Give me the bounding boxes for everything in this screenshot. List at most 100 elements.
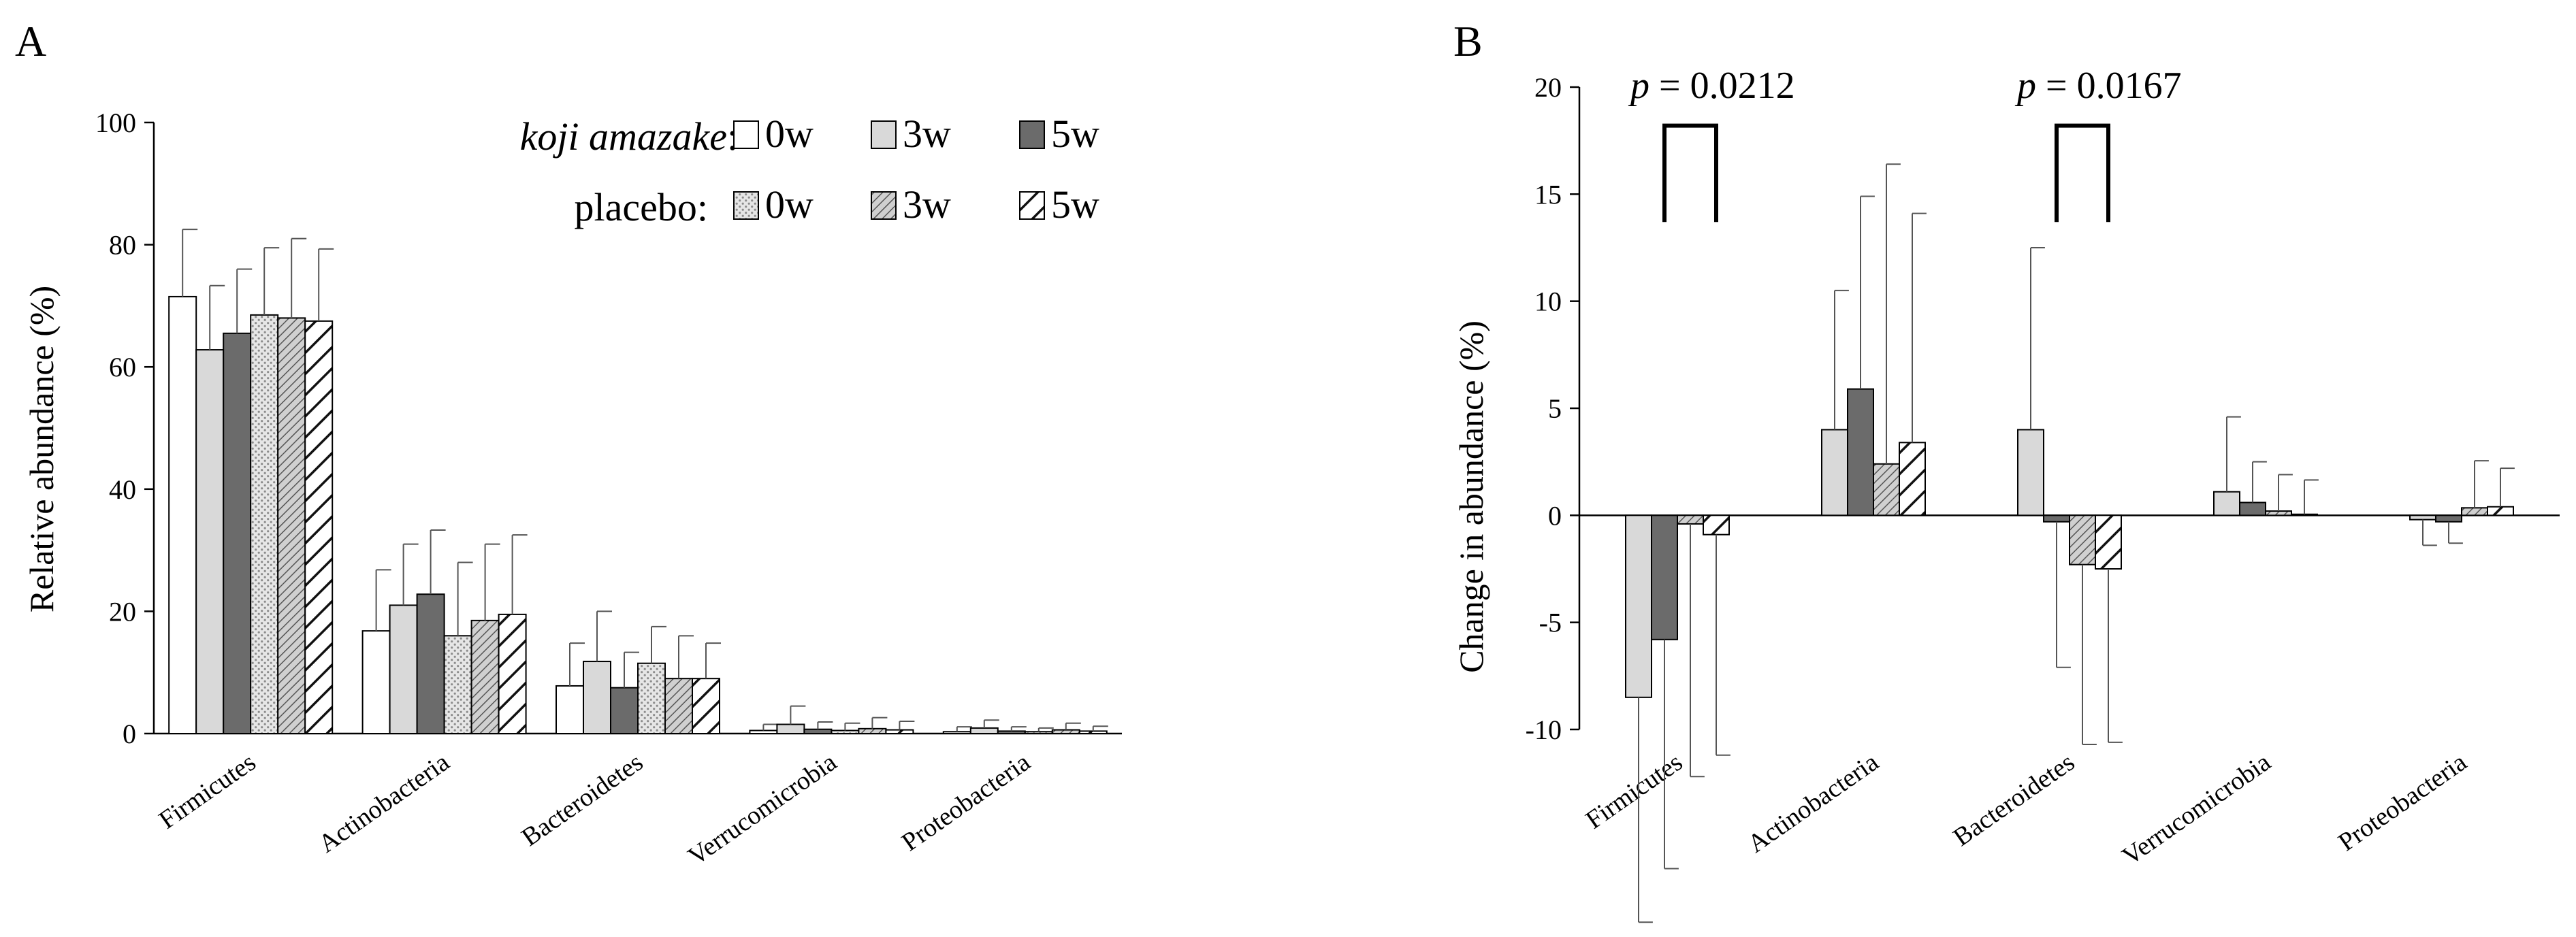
significance-bracket-bacteroidetes <box>2055 123 2110 223</box>
panel-b-bar-placebo-3w-proteobacteria <box>2461 507 2488 516</box>
panel-b-bar-koji-amazake-3w-verrucomicrobia <box>2213 491 2240 516</box>
legend-swatch-koji-amazake-0w <box>733 120 759 149</box>
panel-a-bar-koji-amazake-3w-actinobacteria <box>389 604 418 734</box>
legend-swatch-koji-amazake-3w <box>871 120 897 149</box>
panel-a-bar-koji-amazake-3w-firmicutes <box>195 349 225 734</box>
panel-a-bar-placebo-5w-proteobacteria <box>1078 730 1108 734</box>
legend-swatch-placebo-3w <box>871 191 897 220</box>
legend-swatch-koji-amazake-5w <box>1019 120 1045 149</box>
panel-a-bar-placebo-0w-firmicutes <box>250 314 279 734</box>
panel-a-bar-placebo-3w-proteobacteria <box>1051 729 1080 735</box>
panel-b-y-tick-label: 20 <box>1534 72 1562 103</box>
panel-b-bar-placebo-3w-bacteroidetes <box>2069 514 2096 565</box>
panel-a-y-tick-label: 40 <box>109 474 136 505</box>
panel-b-bar-koji-amazake-3w-firmicutes <box>1625 514 1652 698</box>
panel-b-bar-placebo-5w-bacteroidetes <box>2095 514 2122 570</box>
panel-b-y-tick-label: 10 <box>1534 286 1562 317</box>
panel-b-y-tick-label: 5 <box>1548 393 1562 424</box>
panel-a-bar-koji-amazake-0w-verrucomicrobia <box>749 729 778 735</box>
panel-b-letter: B <box>1453 17 1483 65</box>
pvalue-firmicutes-p: p <box>1628 65 1649 107</box>
panel-b-bar-placebo-5w-verrucomicrobia <box>2291 513 2318 516</box>
legend-swatch-placebo-0w <box>733 191 759 220</box>
panel-a-bar-koji-amazake-5w-actinobacteria <box>416 593 445 734</box>
panel-b-bars <box>1625 163 2515 923</box>
panel-b-y-axis-label: Change in abundance (%) <box>1452 320 1490 673</box>
panel-a-y-tick-label: 100 <box>95 108 136 138</box>
panel-b-bar-koji-amazake-5w-proteobacteria <box>2435 514 2462 523</box>
panel-b-bar-placebo-5w-firmicutes <box>1703 514 1730 536</box>
panel-b-category-label-actinobacteria: Actinobacteria <box>1743 748 1884 859</box>
panel-b-bar-koji-amazake-5w-bacteroidetes <box>2043 514 2070 523</box>
panel-a-bar-placebo-3w-verrucomicrobia <box>858 727 887 735</box>
panel-b-category-label-firmicutes: Firmicutes <box>1581 748 1688 835</box>
panel-a-bar-placebo-3w-bacteroidetes <box>664 678 693 734</box>
panel-a-bar-koji-amazake-5w-verrucomicrobia <box>803 728 833 734</box>
pvalue-firmicutes: p = 0.0212 <box>1628 65 1795 107</box>
panel-b-bar-koji-amazake-5w-firmicutes <box>1651 514 1678 640</box>
panel-a-category-label-verrucomicrobia: Verrucomicrobia <box>683 748 841 871</box>
pvalue-bacteroidetes-p: p <box>2014 65 2036 107</box>
legend-label-koji-amazake-0w: 0w <box>765 112 814 156</box>
panel-a-bar-placebo-5w-firmicutes <box>304 320 334 735</box>
panel-a-letter: A <box>15 17 46 65</box>
panel-a-bar-koji-amazake-0w-bacteroidetes <box>556 685 584 734</box>
panel-a-bar-placebo-5w-actinobacteria <box>498 613 527 735</box>
panel-a-bar-koji-amazake-3w-proteobacteria <box>969 727 999 734</box>
panel-b-y-tick-label: -10 <box>1526 714 1562 745</box>
panel-a-bar-koji-amazake-0w-firmicutes <box>168 295 197 734</box>
panel-a-y-axis-label: Relative abundance (%) <box>22 286 61 612</box>
pvalue-bacteroidetes: p = 0.0167 <box>2014 65 2182 107</box>
panel-b-bar-placebo-5w-proteobacteria <box>2487 506 2514 516</box>
legend-swatch-placebo-5w <box>1019 191 1045 220</box>
panel-a-category-label-firmicutes: Firmicutes <box>154 748 261 835</box>
panel-b-category-label-proteobacteria: Proteobacteria <box>2333 748 2472 857</box>
panel-a-bar-koji-amazake-5w-bacteroidetes <box>610 687 639 735</box>
significance-bracket-firmicutes <box>1662 123 1718 223</box>
panel-a-bar-placebo-5w-verrucomicrobia <box>885 729 914 735</box>
legend-label-placebo-0w: 0w <box>765 182 814 227</box>
panel-a-bar-koji-amazake-0w-proteobacteria <box>942 731 971 735</box>
panel-b: Change in abundance (%) -10 -5 0 5 10 15 20 Fir… <box>1452 65 2560 923</box>
legend-koji-amazake-label: koji amazake <box>520 114 727 159</box>
panel-b-y-tick-label: -5 <box>1539 608 1562 638</box>
panel-a-y-tick-label: 20 <box>109 596 136 627</box>
panel-b-category-label-verrucomicrobia: Verrucomicrobia <box>2117 748 2276 871</box>
panel-b-category-label-bacteroidetes: Bacteroidetes <box>1948 748 2080 852</box>
panel-a-y-tick-label: 0 <box>123 719 136 749</box>
panel-a-y-tick-label: 60 <box>109 352 136 382</box>
panel-a-bar-placebo-5w-bacteroidetes <box>692 678 720 734</box>
panel-a-category-label-bacteroidetes: Bacteroidetes <box>517 748 648 852</box>
panel-b-bar-placebo-3w-firmicutes <box>1677 514 1704 525</box>
pvalue-firmicutes-value: = 0.0212 <box>1649 65 1795 107</box>
panel-b-bar-placebo-5w-actinobacteria <box>1899 442 1926 516</box>
panel-b-bar-placebo-3w-verrucomicrobia <box>2265 510 2292 516</box>
panel-b-bar-koji-amazake-3w-actinobacteria <box>1821 429 1848 516</box>
pvalue-bacteroidetes-value: = 0.0167 <box>2036 65 2182 107</box>
panel-a-bar-placebo-3w-actinobacteria <box>470 619 500 734</box>
panel-a-bars <box>168 229 1108 735</box>
panel-b-bar-placebo-3w-actinobacteria <box>1873 463 1900 516</box>
panel-a-bar-placebo-0w-verrucomicrobia <box>831 729 860 735</box>
panel-b-bar-koji-amazake-3w-proteobacteria <box>2409 514 2436 521</box>
panel-a-bar-placebo-0w-proteobacteria <box>1024 731 1053 735</box>
panel-a-bar-placebo-3w-firmicutes <box>277 317 306 734</box>
panel-a-y-tick-label: 80 <box>109 230 136 261</box>
legend-label-koji-amazake-3w: 3w <box>903 112 951 156</box>
panel-b-bar-koji-amazake-5w-verrucomicrobia <box>2239 502 2266 516</box>
panel-b-y-tick-label: 0 <box>1548 500 1562 531</box>
panel-b-bar-koji-amazake-5w-actinobacteria <box>1847 388 1874 516</box>
panel-a-category-label-proteobacteria: Proteobacteria <box>897 748 1035 857</box>
panel-a: Relative abundance (%) 0 20 40 60 80 100 Firmi… <box>22 108 1122 871</box>
panel-b-annotations: p = 0.0212 p = 0.0167 <box>1628 65 2182 223</box>
legend-label-placebo-5w: 5w <box>1051 182 1099 227</box>
legend-placebo-label: placebo: <box>575 185 708 229</box>
panel-a-bar-placebo-0w-bacteroidetes <box>637 662 666 734</box>
panel-a-bar-koji-amazake-3w-verrucomicrobia <box>776 723 805 735</box>
panel-a-bar-koji-amazake-5w-firmicutes <box>223 332 252 734</box>
panel-b-bar-koji-amazake-3w-bacteroidetes <box>2017 429 2044 516</box>
panel-a-bar-placebo-0w-actinobacteria <box>443 635 472 734</box>
legend-label-placebo-3w: 3w <box>903 182 951 227</box>
